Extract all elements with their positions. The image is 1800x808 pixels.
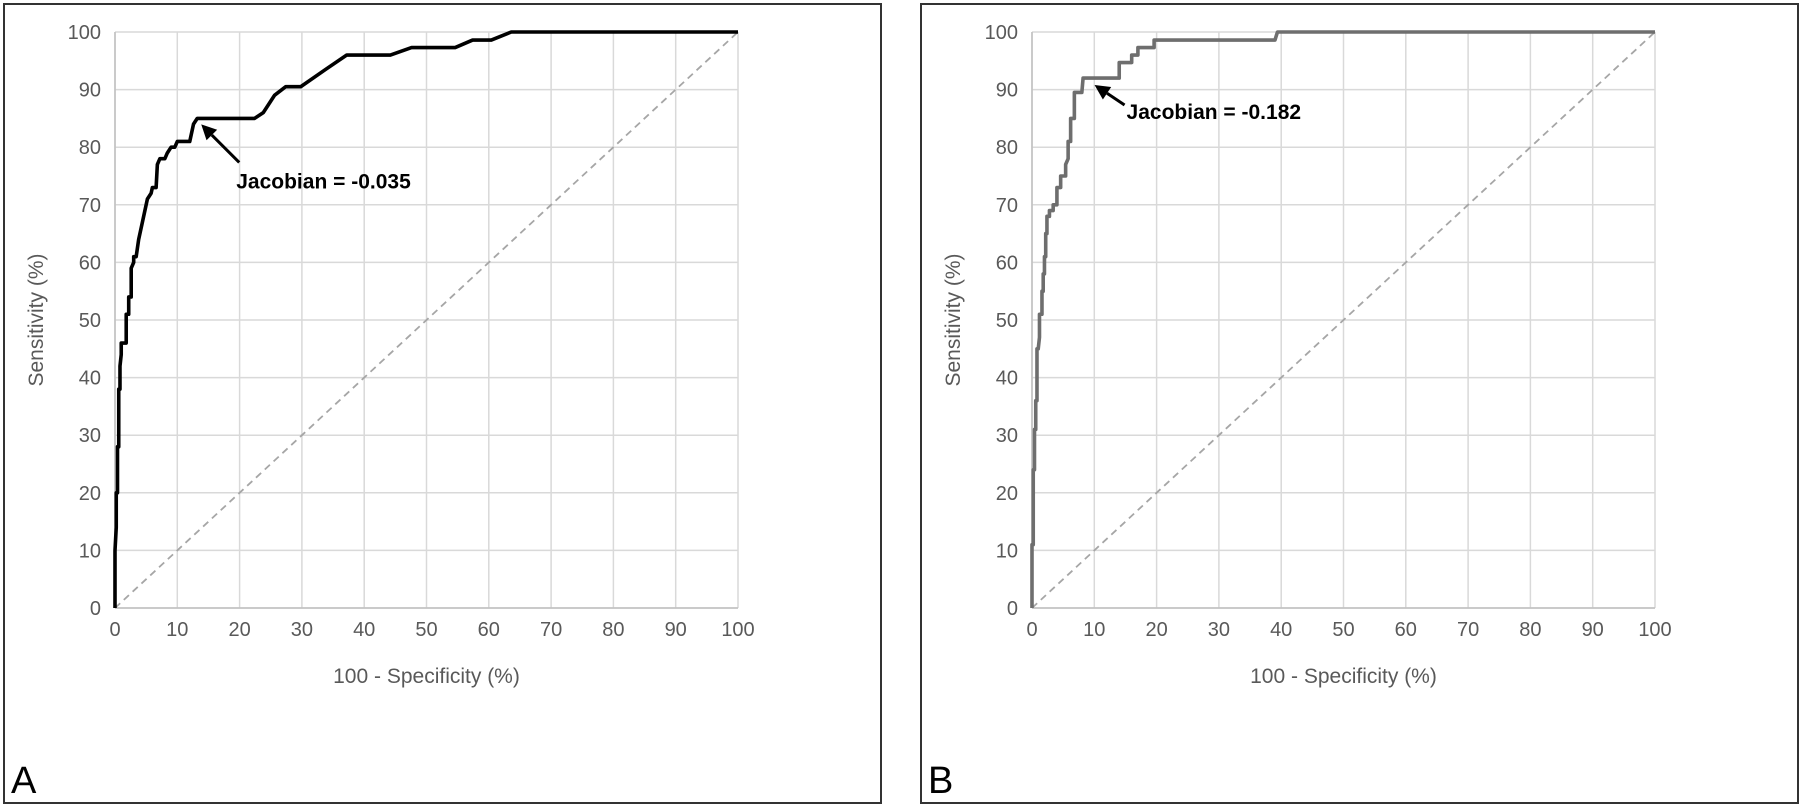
annotation-arrowhead [1094, 84, 1112, 100]
roc-chart-b: 0 10 20 30 40 50 60 70 80 90 100 0 10 20 30 40 50 60 70 80 9… [942, 22, 1672, 688]
x-tick-label: 10 [166, 619, 188, 641]
y-axis-title: Sensitivity (%) [25, 253, 48, 386]
roc-chart-a: 0 10 20 30 40 50 60 70 80 90 100 0 10 20 30 40 50 60 70 80 9… [25, 22, 755, 688]
x-tick-label: 0 [109, 619, 120, 641]
annotation-arrow-shaft [1106, 92, 1126, 107]
y-tick-label: 20 [79, 483, 101, 505]
x-tick-label: 30 [1208, 619, 1230, 641]
x-tick-label: 90 [665, 619, 687, 641]
y-tick-label: 50 [79, 310, 101, 332]
x-tick-label: 60 [1395, 619, 1417, 641]
y-tick-label: 100 [985, 22, 1018, 44]
y-axis-title: Sensitivity (%) [942, 253, 965, 386]
x-tick-label: 50 [415, 619, 437, 641]
x-tick-label: 100 [1638, 619, 1671, 641]
panel-label: B [928, 760, 954, 802]
y-tick-label: 30 [79, 425, 101, 447]
y-tick-label: 60 [79, 252, 101, 274]
roc-panel-b: 0 10 20 30 40 50 60 70 80 90 100 0 10 20 30 40 50 60 70 80 9… [920, 3, 1799, 804]
y-tick-label: 40 [79, 368, 101, 390]
y-tick-label: 80 [79, 137, 101, 159]
x-axis-title: 100 - Specificity (%) [333, 665, 520, 688]
y-tick-label: 70 [79, 195, 101, 217]
x-tick-label: 80 [1519, 619, 1541, 641]
roc-curve-line [113, 30, 738, 608]
x-tick-label: 90 [1582, 619, 1604, 641]
annotation-arrow-shaft [210, 133, 241, 164]
x-tick-label: 100 [721, 619, 754, 641]
y-tick-label: 20 [996, 483, 1018, 505]
x-tick-label: 50 [1332, 619, 1354, 641]
y-tick-label: 0 [90, 598, 101, 620]
x-tick-label: 80 [602, 619, 624, 641]
reference-diagonal-line [114, 31, 739, 609]
x-tick-label: 20 [1145, 619, 1167, 641]
x-tick-label: 0 [1026, 619, 1037, 641]
x-tick-label: 30 [291, 619, 313, 641]
y-tick-label: 90 [79, 80, 101, 102]
annotation-label: Jacobian = -0.035 [236, 170, 411, 193]
roc-panel-a: 0 10 20 30 40 50 60 70 80 90 100 0 10 20 30 40 50 60 70 80 9… [3, 3, 882, 804]
y-tick-label: 40 [996, 368, 1018, 390]
roc-curve-line [1030, 30, 1655, 608]
y-tick-label: 50 [996, 310, 1018, 332]
y-tick-label: 70 [996, 195, 1018, 217]
y-tick-label: 80 [996, 137, 1018, 159]
y-tick-label: 10 [996, 540, 1018, 562]
reference-diagonal-line [1031, 31, 1656, 609]
y-tick-label: 60 [996, 252, 1018, 274]
x-axis-title: 100 - Specificity (%) [1250, 665, 1437, 688]
x-tick-label: 70 [1457, 619, 1479, 641]
x-tick-label: 10 [1083, 619, 1105, 641]
annotation-label: Jacobian = -0.182 [1127, 101, 1302, 124]
x-tick-label: 40 [1270, 619, 1292, 641]
y-tick-label: 90 [996, 80, 1018, 102]
x-tick-label: 40 [353, 619, 375, 641]
y-tick-label: 30 [996, 425, 1018, 447]
panel-label: A [11, 760, 37, 802]
y-tick-label: 100 [68, 22, 101, 44]
y-tick-label: 10 [79, 540, 101, 562]
y-tick-label: 0 [1007, 598, 1018, 620]
x-tick-label: 60 [478, 619, 500, 641]
x-tick-label: 70 [540, 619, 562, 641]
x-tick-label: 20 [228, 619, 250, 641]
